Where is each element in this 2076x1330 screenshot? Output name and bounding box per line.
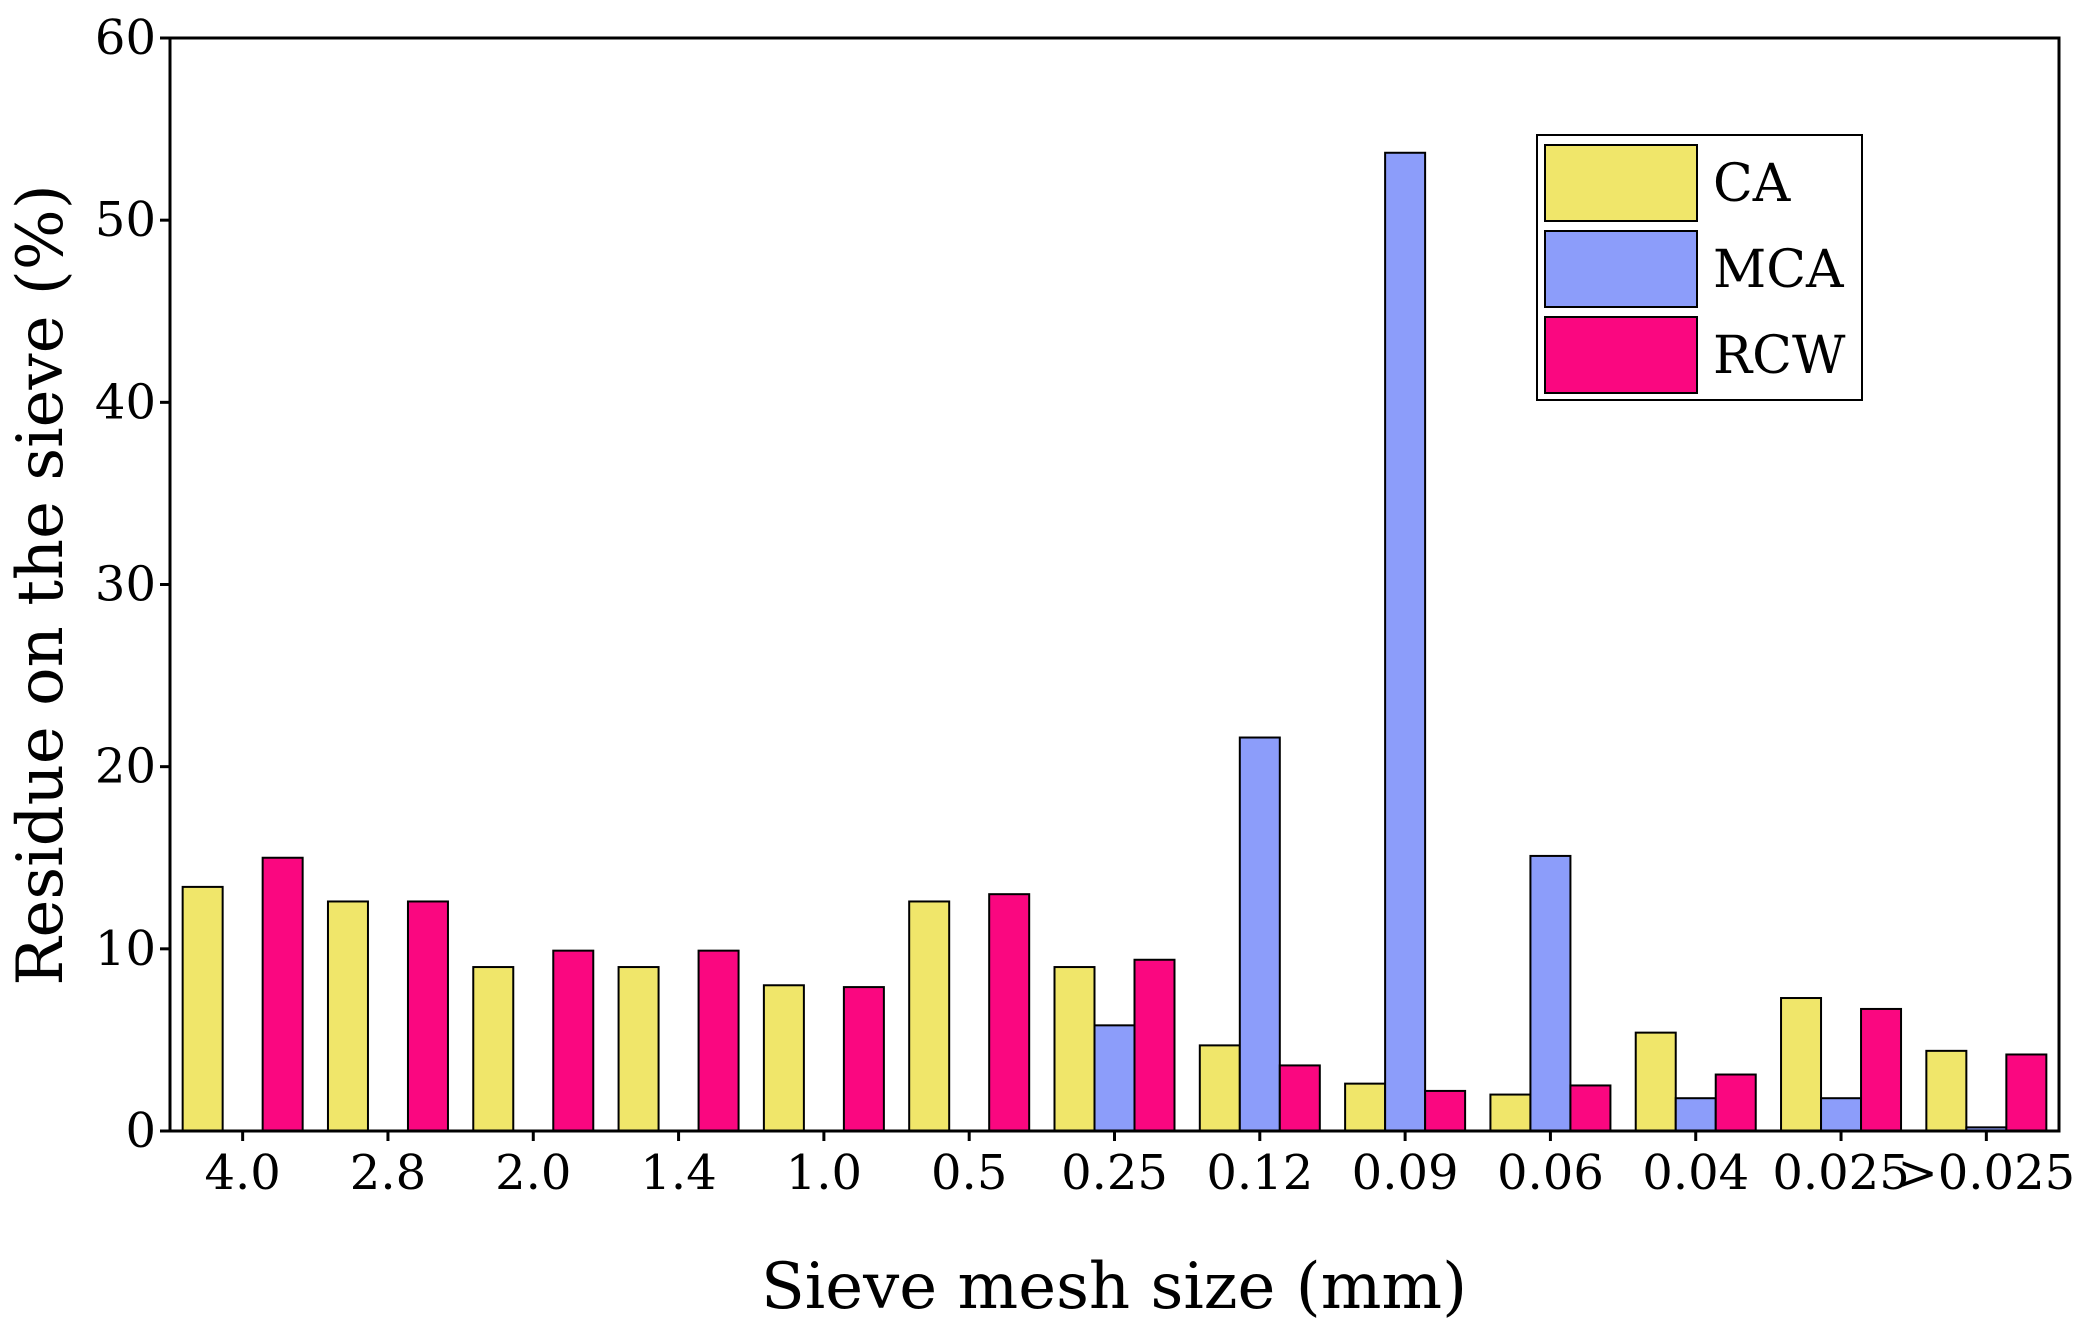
x-tick-label: 0.12: [1206, 1145, 1313, 1201]
y-tick-label: 30: [95, 557, 156, 613]
bar-mca-8: [1384, 151, 1427, 1132]
bar-ca-1: [326, 900, 369, 1132]
bar-ca-0: [181, 885, 224, 1132]
x-tick-label: 2.0: [495, 1145, 571, 1201]
bar-ca-2: [472, 966, 515, 1132]
bar-rcw-12: [2005, 1053, 2048, 1132]
x-tick-label: 1.0: [786, 1145, 862, 1201]
bar-rcw-4: [842, 986, 885, 1132]
x-tick-label: 0.5: [931, 1145, 1007, 1201]
bar-ca-9: [1489, 1093, 1532, 1132]
bar-ca-10: [1634, 1031, 1677, 1133]
x-tick-label: 1.4: [640, 1145, 716, 1201]
y-tick-label: 0: [125, 1103, 156, 1159]
bar-mca-6: [1093, 1024, 1136, 1133]
y-tick-label: 10: [95, 921, 156, 977]
bar-ca-7: [1198, 1044, 1241, 1133]
x-tick-label: 0.06: [1497, 1145, 1604, 1201]
bar-rcw-11: [1860, 1007, 1903, 1132]
x-tick-label: 2.8: [350, 1145, 426, 1201]
y-tick-label: 50: [95, 192, 156, 248]
bar-rcw-7: [1278, 1064, 1321, 1133]
y-tick-label: 20: [95, 739, 156, 795]
y-axis-title: Residue on the sieve (%): [4, 184, 78, 985]
bar-rcw-3: [697, 949, 740, 1133]
legend: CA MCA RCW: [1536, 134, 1863, 401]
bar-rcw-8: [1424, 1089, 1467, 1133]
x-tick-label: 0.025: [1772, 1145, 1909, 1201]
bar-mca-7: [1238, 736, 1281, 1133]
bar-rcw-0: [261, 856, 304, 1132]
x-tick-label: 0.09: [1352, 1145, 1459, 1201]
bar-rcw-2: [552, 949, 595, 1133]
bar-rcw-6: [1133, 958, 1176, 1132]
bar-ca-4: [762, 984, 805, 1132]
legend-label-rcw: RCW: [1713, 326, 1846, 386]
bar-rcw-9: [1569, 1084, 1612, 1133]
bar-ca-3: [617, 966, 660, 1132]
legend-swatch-rcw: [1544, 316, 1698, 394]
y-axis: 0 10 20 30 40 50 60: [95, 10, 170, 1159]
bar-ca-12: [1925, 1049, 1968, 1133]
bar-ca-6: [1053, 966, 1096, 1132]
x-tick-label: 0.04: [1642, 1145, 1749, 1201]
bar-ca-11: [1780, 997, 1823, 1132]
y-tick-label: 40: [95, 374, 156, 430]
legend-label-ca: CA: [1713, 154, 1792, 214]
bar-ca-5: [908, 900, 951, 1132]
bar-mca-9: [1529, 854, 1572, 1132]
bar-mca-10: [1674, 1097, 1717, 1132]
bars-layer: [181, 151, 2048, 1133]
y-tick-label: 60: [95, 10, 156, 66]
legend-swatch-mca: [1544, 230, 1698, 308]
bar-rcw-1: [406, 900, 449, 1132]
legend-swatch-ca: [1544, 144, 1698, 222]
x-axis-title: Sieve mesh size (mm): [761, 1250, 1467, 1324]
bar-ca-8: [1344, 1082, 1387, 1133]
x-tick-label: >0.025: [1898, 1145, 2076, 1201]
x-axis: 4.0 2.8 2.0 1.4 1.0 0.5 0.25 0.12 0.09 0.06 0.04 0.…: [204, 1131, 2075, 1201]
bar-mca-11: [1820, 1097, 1863, 1132]
bar-rcw-10: [1714, 1073, 1757, 1132]
x-tick-label: 4.0: [204, 1145, 280, 1201]
legend-label-mca: MCA: [1713, 240, 1845, 300]
bar-rcw-5: [988, 893, 1031, 1133]
x-tick-label: 0.25: [1061, 1145, 1168, 1201]
